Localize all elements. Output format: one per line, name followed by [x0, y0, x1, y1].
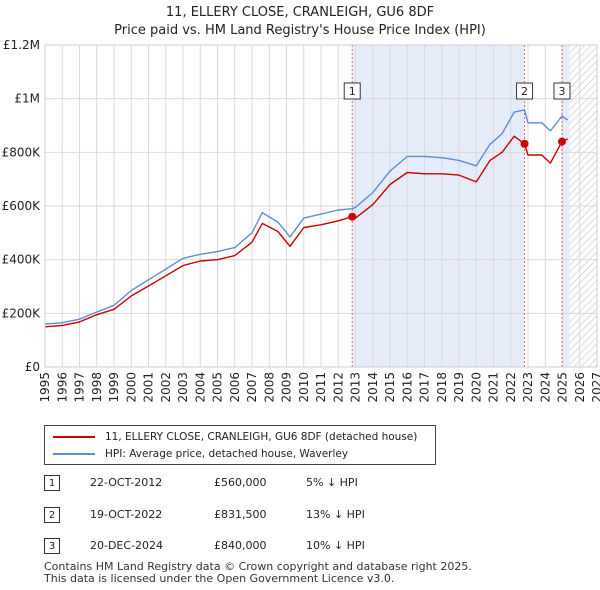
x-tick-label: 1996 [55, 372, 69, 403]
sale-point [520, 139, 529, 148]
transaction-price: £840,000 [214, 539, 267, 552]
x-tick-label: 2017 [418, 372, 432, 403]
x-tick-label: 2011 [314, 372, 328, 403]
transaction-price: £560,000 [214, 476, 267, 489]
sale-marker-box [343, 82, 361, 100]
transaction-number-badge: 2 [44, 507, 60, 523]
chart-title-line2: Price paid vs. HM Land Registry's House … [114, 23, 486, 38]
table-row: 2 19-OCT-2022 £831,500 13% ↓ HPI [44, 507, 444, 525]
x-tick-label: 2006 [228, 372, 242, 403]
x-tick-label: 1995 [38, 372, 52, 403]
x-tick-label: 2004 [193, 372, 207, 403]
y-tick-label: £1M [14, 92, 40, 106]
x-tick-label: 2023 [521, 372, 535, 403]
sale-marker-label: 3 [558, 85, 565, 98]
transaction-date: 22-OCT-2012 [90, 476, 163, 489]
table-row: 1 22-OCT-2012 £560,000 5% ↓ HPI [44, 475, 444, 493]
price-chart: 11, ELLERY CLOSE, CRANLEIGH, GU6 8DF Pri… [2, 5, 600, 403]
x-tick-label: 2009 [280, 372, 294, 403]
x-tick-label: 2001 [142, 372, 156, 403]
footer-attribution: Contains HM Land Registry data © Crown c… [44, 561, 472, 585]
y-tick-label: £400K [2, 253, 42, 267]
chart-legend: 11, ELLERY CLOSE, CRANLEIGH, GU6 8DF (de… [44, 425, 436, 465]
x-tick-label: 2018 [435, 372, 449, 403]
transaction-number-badge: 1 [44, 475, 60, 491]
legend-label-property: 11, ELLERY CLOSE, CRANLEIGH, GU6 8DF (de… [105, 431, 418, 443]
x-tick-label: 2013 [349, 372, 363, 403]
x-tick-label: 1999 [107, 372, 121, 403]
transaction-price: £831,500 [214, 508, 267, 521]
legend-item-hpi: HPI: Average price, detached house, Wave… [53, 446, 348, 462]
x-tick-label: 2012 [331, 372, 345, 403]
property-price-line [44, 135, 568, 328]
x-tick-label: 2003 [176, 372, 190, 403]
y-tick-label: £0 [25, 360, 40, 374]
x-tick-label: 2019 [452, 372, 466, 403]
transaction-number-badge: 3 [44, 538, 60, 554]
x-tick-label: 2027 [590, 372, 600, 403]
sale-marker-label: 1 [349, 85, 356, 98]
y-tick-label: £200K [2, 306, 42, 320]
x-tick-label: 2007 [245, 372, 259, 403]
x-tick-label: 2020 [469, 372, 483, 403]
x-tick-label: 2010 [297, 372, 311, 403]
x-tick-label: 2022 [504, 372, 518, 403]
sale-point [348, 212, 357, 221]
transaction-hpi-diff: 13% ↓ HPI [306, 508, 365, 521]
x-tick-label: 2021 [487, 372, 501, 403]
x-tick-label: 1997 [73, 372, 87, 403]
x-tick-label: 2005 [211, 372, 225, 403]
x-tick-label: 1998 [90, 372, 104, 403]
legend-item-property: 11, ELLERY CLOSE, CRANLEIGH, GU6 8DF (de… [53, 429, 417, 445]
x-tick-label: 2016 [400, 372, 414, 403]
hpi-line [44, 109, 569, 325]
sale-marker-box [516, 82, 534, 100]
transaction-date: 20-DEC-2024 [90, 539, 164, 552]
y-tick-label: £600K [2, 199, 42, 213]
sale-point [557, 137, 566, 146]
sale-marker-box [553, 82, 571, 100]
footer-copyright: Contains HM Land Registry data © Crown c… [44, 560, 472, 573]
transaction-date: 19-OCT-2022 [90, 508, 163, 521]
x-tick-label: 2025 [556, 372, 570, 403]
legend-label-hpi: HPI: Average price, detached house, Wave… [105, 448, 349, 460]
x-tick-label: 2000 [124, 372, 138, 403]
footer-license: This data is licensed under the Open Gov… [44, 572, 395, 585]
x-tick-label: 2014 [366, 372, 380, 403]
transaction-hpi-diff: 5% ↓ HPI [306, 476, 358, 489]
x-tick-label: 2015 [383, 372, 397, 403]
legend-swatch-hpi [53, 453, 95, 455]
x-tick-label: 2008 [262, 372, 276, 403]
y-tick-label: £1.2M [3, 38, 40, 52]
x-tick-label: 2002 [159, 372, 173, 403]
x-tick-label: 2026 [573, 372, 587, 403]
transaction-hpi-diff: 10% ↓ HPI [306, 539, 365, 552]
legend-swatch-property [53, 436, 95, 438]
x-tick-label: 2024 [538, 372, 552, 403]
sale-marker-label: 2 [521, 85, 528, 98]
plot-frame [44, 44, 598, 368]
chart-title-line1: 11, ELLERY CLOSE, CRANLEIGH, GU6 8DF [166, 5, 434, 20]
table-row: 3 20-DEC-2024 £840,000 10% ↓ HPI [44, 538, 444, 556]
y-tick-label: £800K [2, 145, 42, 159]
